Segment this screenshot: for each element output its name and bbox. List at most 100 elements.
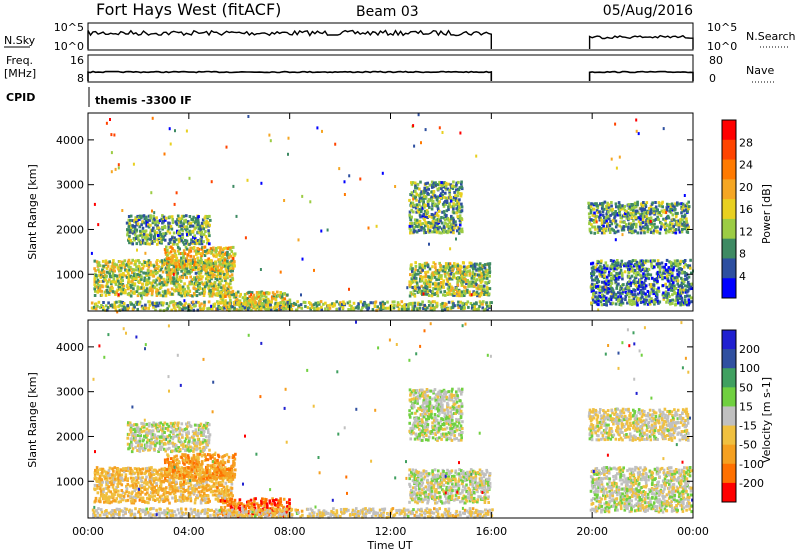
heatmap-cell (470, 261, 473, 265)
heatmap-cell (658, 300, 662, 304)
heatmap-cell (595, 209, 599, 213)
heatmap-cell (232, 184, 235, 188)
heatmap-cell (228, 264, 231, 268)
heatmap-cell (433, 306, 437, 309)
heatmap-cell (423, 203, 426, 207)
heatmap-cell (415, 218, 419, 222)
heatmap-cell (100, 489, 104, 493)
heatmap-cell (647, 211, 650, 215)
heatmap-cell (409, 201, 413, 205)
heatmap-cell (264, 308, 268, 311)
heatmap-cell (457, 209, 461, 213)
heatmap-cell (135, 277, 138, 281)
heatmap-cell (112, 259, 115, 263)
heatmap-cell (453, 190, 456, 194)
heatmap-cell (110, 151, 113, 155)
heatmap-cell (412, 278, 416, 282)
heatmap-cell (110, 170, 113, 174)
heatmap-cell (653, 265, 656, 269)
heatmap-cell (152, 274, 156, 278)
heatmap-cell (146, 260, 149, 264)
heatmap-cell (342, 302, 346, 306)
heatmap-cell (638, 261, 641, 265)
heatmap-cell (446, 222, 450, 226)
heatmap-cell (156, 271, 159, 274)
heatmap-cell (427, 221, 430, 224)
heatmap-cell (186, 498, 189, 502)
heatmap-cell (176, 499, 179, 502)
heatmap-cell (630, 213, 634, 216)
heatmap-cell (198, 285, 201, 289)
heatmap-cell (456, 266, 460, 270)
heatmap-cell (609, 259, 613, 262)
heatmap-cell (126, 494, 130, 498)
heatmap-cell (99, 494, 103, 498)
heatmap-cell (165, 486, 168, 490)
heatmap-cell (596, 278, 599, 282)
heatmap-cell (482, 270, 485, 274)
heatmap-cell (208, 499, 211, 503)
heatmap-cell (205, 237, 209, 241)
heatmap-cell (222, 492, 226, 496)
heatmap-cell (616, 277, 620, 281)
heatmap-cell (475, 154, 478, 158)
heatmap-cell (131, 490, 134, 494)
heatmap-cell (189, 221, 193, 225)
heatmap-cell (189, 480, 192, 484)
heatmap-cell (426, 200, 430, 203)
heatmap-cell (118, 285, 121, 289)
heatmap-cell (449, 306, 453, 310)
heatmap-cell (226, 292, 230, 296)
heatmap-cell (160, 234, 164, 238)
heatmap-cell (458, 205, 461, 209)
heatmap-cell (111, 305, 115, 309)
heatmap-cell (320, 229, 323, 233)
heatmap-cell (669, 276, 673, 280)
heatmap-cell (95, 280, 98, 284)
heatmap-cell (232, 295, 236, 299)
heatmap-cell (195, 294, 199, 298)
heatmap-cell (198, 470, 202, 474)
heatmap-cell (218, 491, 221, 495)
heatmap-cell (186, 259, 189, 263)
heatmap-cell (652, 211, 656, 215)
heatmap-cell (172, 238, 176, 242)
heatmap-cell (661, 265, 664, 269)
heatmap-cell (183, 498, 186, 502)
heatmap-cell (460, 217, 463, 221)
heatmap-cell (133, 219, 136, 222)
heatmap-cell (187, 270, 190, 273)
heatmap-cell (680, 299, 684, 303)
velocity-cells (91, 320, 694, 519)
heatmap-cell (163, 226, 167, 230)
heatmap-cell (680, 230, 684, 234)
heatmap-cell (120, 287, 124, 291)
freq-trace-late (588, 70, 694, 81)
heatmap-cell (204, 281, 207, 285)
heatmap-cell (419, 275, 422, 278)
heatmap-cell (680, 296, 684, 300)
heatmap-cell (426, 216, 429, 219)
heatmap-cell (190, 282, 194, 286)
heatmap-cell (445, 282, 448, 286)
heatmap-cell (304, 304, 307, 308)
heatmap-cell (665, 210, 668, 214)
heatmap-cell (96, 290, 99, 294)
heatmap-cell (652, 283, 656, 287)
heatmap-cell (210, 180, 213, 184)
heatmap-cell (296, 300, 299, 304)
heatmap-cell (166, 255, 169, 259)
heatmap-cell (101, 268, 104, 272)
heatmap-cell (630, 266, 634, 270)
heatmap-cell (638, 268, 641, 271)
heatmap-cell (409, 291, 413, 295)
heatmap-cell (124, 274, 127, 278)
heatmap-cell (192, 255, 195, 259)
heatmap-cell (98, 497, 102, 501)
heatmap-cell (415, 272, 418, 276)
heatmap-cell (674, 287, 678, 290)
heatmap-cell (132, 485, 135, 489)
heatmap-cell (438, 287, 442, 291)
heatmap-cell (182, 256, 185, 260)
heatmap-cell (185, 267, 189, 270)
